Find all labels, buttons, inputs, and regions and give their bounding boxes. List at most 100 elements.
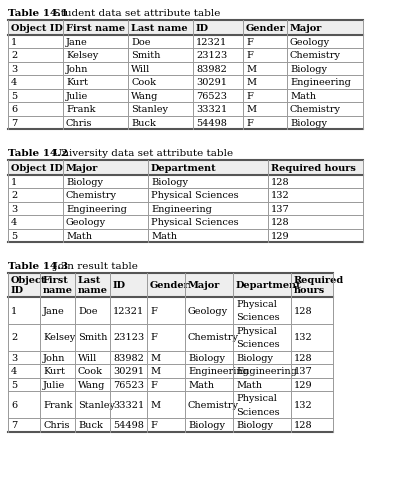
Text: Kelsey: Kelsey [66, 51, 98, 60]
Text: 1: 1 [11, 177, 17, 186]
Text: Chemistry: Chemistry [289, 51, 340, 60]
Text: Join result table: Join result table [47, 261, 138, 271]
Text: 83982: 83982 [113, 353, 144, 362]
Text: Frank: Frank [66, 105, 95, 114]
Text: Chemistry: Chemistry [289, 105, 340, 114]
Bar [8, 273, 332, 297]
Text: Julie: Julie [43, 380, 65, 389]
Text: Biology: Biology [151, 177, 188, 186]
Text: M: M [150, 400, 160, 409]
Text: 5: 5 [11, 380, 17, 389]
Text: Cook: Cook [78, 366, 103, 376]
Text: Cook: Cook [131, 78, 156, 87]
Text: Julie: Julie [66, 91, 88, 101]
Text: 76523: 76523 [113, 380, 144, 389]
Text: 132: 132 [271, 191, 289, 200]
Text: 128: 128 [271, 218, 289, 227]
Text: Kurt: Kurt [43, 366, 65, 376]
Text: Physical Sciences: Physical Sciences [151, 218, 238, 227]
Text: Buck: Buck [78, 421, 102, 429]
Text: F: F [245, 51, 252, 60]
Text: 5: 5 [11, 91, 17, 101]
Text: Major: Major [289, 23, 322, 32]
Text: Will: Will [131, 65, 150, 74]
Text: Chemistry: Chemistry [188, 333, 238, 342]
Text: Sciences: Sciences [235, 340, 279, 348]
Text: 2: 2 [11, 191, 17, 200]
Text: F: F [245, 38, 252, 46]
Text: Kelsey: Kelsey [43, 333, 75, 342]
Text: 132: 132 [293, 400, 312, 409]
Text: Sciences: Sciences [235, 407, 279, 416]
Text: Doe: Doe [78, 306, 97, 315]
Text: Buck: Buck [131, 119, 156, 127]
Text: Last
name: Last name [78, 275, 108, 295]
Text: F: F [150, 380, 157, 389]
Text: Table 14.3: Table 14.3 [8, 261, 68, 271]
Text: First name: First name [66, 23, 125, 32]
Text: Jane: Jane [66, 38, 88, 46]
Text: 132: 132 [293, 333, 312, 342]
Text: 33321: 33321 [195, 105, 227, 114]
Text: Major: Major [188, 280, 220, 289]
Text: 30291: 30291 [113, 366, 144, 376]
Text: 5: 5 [11, 231, 17, 240]
Text: Chris: Chris [66, 119, 92, 127]
Text: Chris: Chris [43, 421, 69, 429]
Text: F: F [150, 333, 157, 342]
Text: Biology: Biology [235, 353, 272, 362]
Text: F: F [245, 91, 252, 101]
Text: Math: Math [235, 380, 261, 389]
Text: Frank: Frank [43, 400, 72, 409]
Text: 3: 3 [11, 204, 17, 213]
Text: Table 14.2: Table 14.2 [8, 149, 68, 158]
Text: Major: Major [66, 163, 98, 172]
Text: Physical Sciences: Physical Sciences [151, 191, 238, 200]
Text: Chemistry: Chemistry [188, 400, 238, 409]
Text: 12321: 12321 [113, 306, 144, 315]
Text: Stanley: Stanley [131, 105, 168, 114]
Text: 83982: 83982 [195, 65, 226, 74]
Text: John: John [66, 65, 88, 74]
Text: 1: 1 [11, 38, 17, 46]
Text: 2: 2 [11, 333, 17, 342]
Text: 6: 6 [11, 400, 17, 409]
Text: 3: 3 [11, 65, 17, 74]
Text: Math: Math [66, 231, 92, 240]
Text: Object ID: Object ID [11, 23, 63, 32]
Text: Department: Department [151, 163, 216, 172]
Text: Engineering: Engineering [235, 366, 296, 376]
Text: M: M [245, 105, 256, 114]
Text: 1: 1 [11, 306, 17, 315]
Text: 54498: 54498 [113, 421, 144, 429]
Text: Department: Department [235, 280, 301, 289]
Text: 54498: 54498 [195, 119, 226, 127]
Text: F: F [150, 421, 157, 429]
Text: 128: 128 [293, 306, 312, 315]
Text: 137: 137 [293, 366, 312, 376]
Text: M: M [150, 366, 160, 376]
Text: 4: 4 [11, 78, 17, 87]
Text: Doe: Doe [131, 38, 150, 46]
Text: Table 14.1: Table 14.1 [8, 9, 68, 18]
Text: Math: Math [289, 91, 315, 101]
Text: Smith: Smith [131, 51, 160, 60]
Text: Kurt: Kurt [66, 78, 88, 87]
Text: 12321: 12321 [195, 38, 227, 46]
Text: Chemistry: Chemistry [66, 191, 117, 200]
Text: Physical: Physical [235, 326, 276, 335]
Text: Engineering: Engineering [289, 78, 350, 87]
Text: Math: Math [188, 380, 214, 389]
Text: 137: 137 [271, 204, 289, 213]
Text: 7: 7 [11, 119, 17, 127]
Text: F: F [245, 119, 252, 127]
Text: 33321: 33321 [113, 400, 144, 409]
Text: Student data set attribute table: Student data set attribute table [47, 9, 220, 18]
Text: 4: 4 [11, 366, 17, 376]
Text: 2: 2 [11, 51, 17, 60]
Text: Wang: Wang [131, 91, 158, 101]
Text: M: M [245, 78, 256, 87]
Text: Wang: Wang [78, 380, 105, 389]
Bar [8, 160, 362, 175]
Text: 3: 3 [11, 353, 17, 362]
